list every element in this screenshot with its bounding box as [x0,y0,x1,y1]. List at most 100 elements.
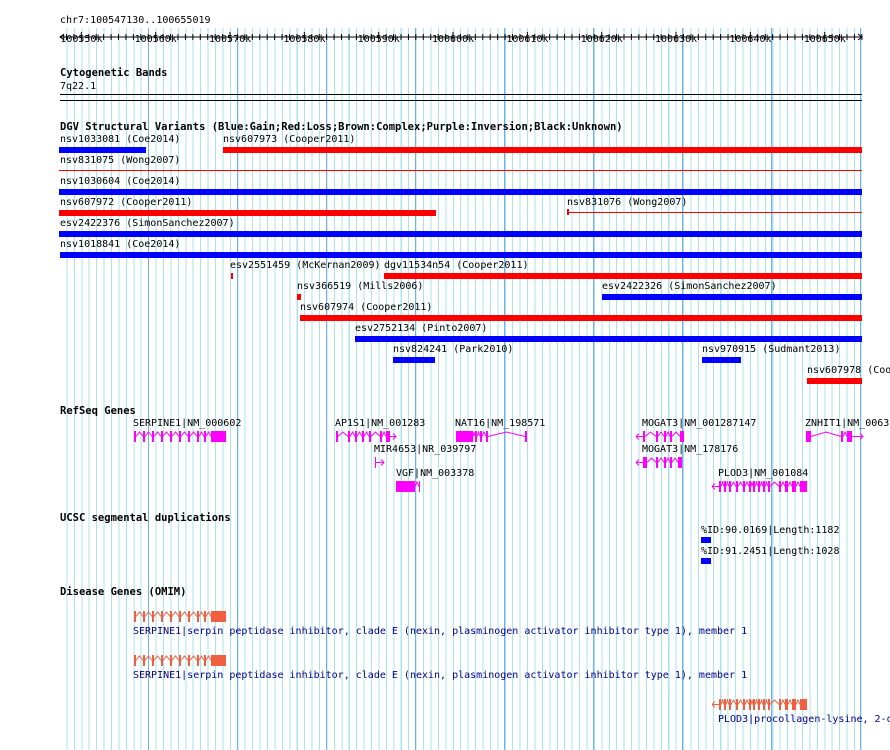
intron [370,431,381,437]
variant-bar-gain[interactable] [59,231,862,237]
exon [456,431,473,442]
variant-label[interactable]: nsv1033081 (Coe2014) [60,134,181,145]
exon [170,655,172,666]
gene-label[interactable]: AP1S1|NM_001283 [335,418,426,429]
variant-label[interactable]: nsv831076 (Wong2007) [567,197,688,208]
exon [670,457,672,468]
variant-line-loss[interactable] [567,212,862,213]
disease-gene-label[interactable]: SERPINE1|serpin peptidase inhibitor, cla… [133,626,748,637]
variant-bar-gain[interactable] [602,294,862,300]
exon [161,431,163,442]
gene-label[interactable]: MOGAT3|NM_001287147 [642,418,757,429]
intron [144,655,153,661]
variant-bar-loss[interactable] [231,273,233,279]
disease-gene-model-serpine1-2[interactable] [134,655,226,666]
track-title-dgv: DGV Structural Variants (Blue:Gain;Red:L… [60,121,623,133]
segdup-label[interactable]: %ID:90.0169|Length:1182 [701,525,840,536]
intron [205,655,212,661]
track-title-segdups: UCSC segmental duplications [60,512,231,524]
variant-bar-loss[interactable] [223,147,862,153]
variant-bar-gain[interactable] [393,357,435,363]
gene-model-mir4653[interactable] [375,457,385,468]
variant-bar-gain[interactable] [702,357,741,363]
gene-model-mogat3[interactable] [636,431,684,442]
disease-gene-label[interactable]: PLOD3|procollagen-lysine, 2-o [718,714,890,725]
variant-label[interactable]: nsv831075 (Wong2007) [60,155,181,166]
ruler[interactable] [56,30,868,44]
intron [759,699,764,705]
variant-bar-loss[interactable] [297,294,301,300]
variant-label[interactable]: esv2551459 (McKernan2009) [230,260,381,271]
intron [356,431,363,437]
variant-bar-gain[interactable] [59,147,146,153]
variant-line-loss[interactable] [59,170,862,171]
track-title-refseq: RefSeq Genes [60,405,136,417]
variant-label[interactable]: nsv607973 (Cooper2011) [223,134,356,145]
intron [764,699,769,705]
disease-gene-model-serpine1[interactable] [134,611,226,622]
exon [419,481,420,492]
segdup-bar[interactable] [701,537,711,543]
variant-label[interactable]: nsv607978 (Coo [807,365,890,376]
gene-label[interactable]: SERPINE1|NM_000602 [133,418,242,429]
variant-label[interactable]: nsv970915 (Sudmant2013) [702,344,841,355]
intron [363,431,370,437]
variant-label[interactable]: nsv366519 (Mills2006) [297,281,424,292]
intron [795,481,801,487]
gene-glyph-icon [134,431,226,442]
gene-label[interactable]: VGF|NM_003378 [396,468,475,479]
variant-label[interactable]: nsv824241 (Park2010) [393,344,514,355]
variant-bar-loss[interactable] [384,273,862,279]
exon [204,611,206,622]
variant-bar-loss[interactable] [59,210,436,216]
gene-label[interactable]: MIR4653|NR_039797 [374,444,477,455]
intron [725,481,730,487]
exon [197,611,199,622]
exon [375,457,376,468]
segdup-bar[interactable] [701,558,711,564]
variant-label[interactable]: nsv1018841 (Coe2014) [60,239,181,250]
variant-label[interactable]: esv2422326 (SimonSanchez2007) [602,281,777,292]
gene-model-serpine1[interactable] [134,431,226,442]
disease-gene-model-plod3[interactable] [712,699,807,710]
gene-model-mogat3-2[interactable] [636,457,684,468]
intron [337,431,349,437]
exon [779,699,781,710]
variant-bar-gain[interactable] [60,252,862,258]
exon [749,699,751,710]
variant-bar-loss[interactable] [300,315,862,321]
exon [143,611,145,622]
segdup-label[interactable]: %ID:91.2451|Length:1028 [701,546,840,557]
gene-label[interactable]: MOGAT3|NM_178176 [642,444,739,455]
intron [414,481,420,487]
exon [152,655,154,666]
exon [792,699,796,710]
gene-model-nat16[interactable] [456,431,528,442]
variant-label[interactable]: nsv607972 (Cooper2011) [60,197,193,208]
ruler-tick-label: 100630k [655,34,698,45]
gene-model-vgf[interactable] [396,481,421,492]
intron [153,611,162,617]
gene-model-znhit1[interactable] [806,431,864,442]
cytoband-label[interactable]: 7q22.1 [60,81,97,92]
disease-gene-label[interactable]: SERPINE1|serpin peptidase inhibitor, cla… [133,670,748,681]
variant-label[interactable]: nsv607974 (Cooper2011) [300,302,433,313]
variant-label[interactable]: dgv11534n54 (Cooper2011) [384,260,529,271]
exon [656,457,658,468]
variant-bar-gain[interactable] [59,189,862,195]
exon [396,481,415,492]
intron [171,655,180,661]
variant-label[interactable]: nsv1030604 (Coe2014) [60,176,181,187]
gene-label[interactable]: NAT16|NM_198571 [455,418,546,429]
gene-label[interactable]: ZNHIT1|NM_0063 [805,418,890,429]
variant-bar-loss[interactable] [807,378,862,384]
variant-label[interactable]: esv2422376 (SimonSanchez2007) [60,218,235,229]
exon [753,481,755,492]
gene-model-ap1s1[interactable] [336,431,397,442]
variant-bar-gain[interactable] [355,336,862,342]
variant-label[interactable]: esv2752134 (Pinto2007) [355,323,488,334]
gene-model-plod3[interactable] [712,481,807,492]
exon [161,655,163,666]
gene-label[interactable]: PLOD3|NM_001084 [718,468,809,479]
location-label: chr7:100547130..100655019 [60,15,211,26]
